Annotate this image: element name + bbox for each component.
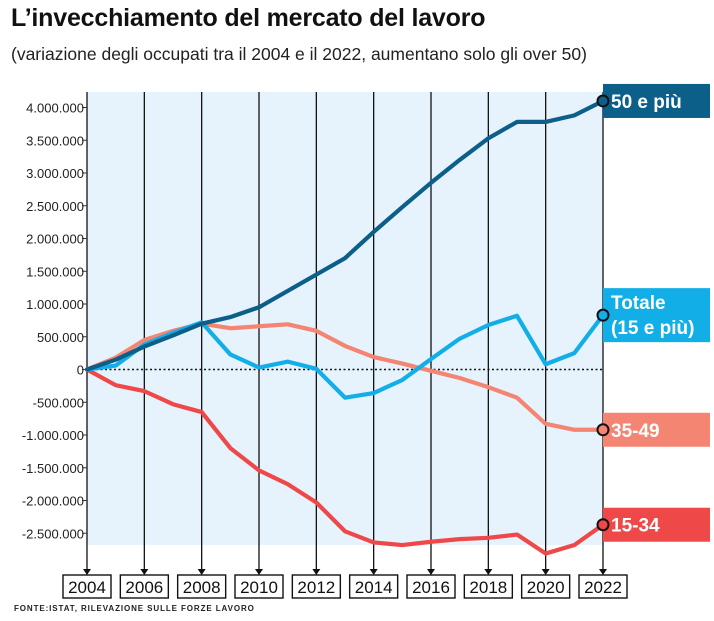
end-point-marker	[596, 94, 610, 108]
x-tick-box	[578, 574, 628, 599]
end-label-box	[603, 412, 710, 447]
y-tick-label: -1.500.000	[22, 461, 84, 476]
end-point-marker	[596, 423, 610, 437]
gridline-arrow-2018	[484, 569, 493, 575]
y-tick-label: -500.000	[33, 395, 84, 410]
chart-subtitle: (variazione degli occupati tra il 2004 e…	[11, 44, 587, 64]
y-tick-label: -1.000.000	[22, 428, 84, 443]
end-point-marker	[596, 518, 610, 532]
gridline-arrow-2014	[369, 569, 378, 575]
x-tick-box	[234, 574, 284, 599]
gridline-arrow-2022	[599, 569, 607, 575]
x-tick-2014: 2014	[348, 574, 399, 599]
end-label-15-34: 15-34	[596, 507, 710, 542]
y-tick-label: 500.000	[37, 330, 84, 345]
x-tick-box	[520, 574, 571, 599]
x-tick-box	[463, 574, 514, 599]
end-label-text: 15-34	[611, 516, 660, 537]
x-tick-2018: 2018	[463, 574, 514, 599]
x-tick-box	[291, 574, 342, 599]
gridline-arrow-2010	[255, 569, 263, 575]
gridline-arrow-2006	[140, 569, 149, 575]
x-tick-label: 2012	[297, 578, 335, 597]
x-tick-box	[62, 574, 112, 599]
end-label-50-e-pi-: 50 e più	[596, 83, 710, 118]
end-point-marker	[596, 308, 610, 322]
end-label-35-49: 35-49	[596, 412, 710, 447]
x-tick-box	[406, 574, 456, 599]
x-tick-2020: 2020	[520, 574, 571, 599]
x-tick-label: 2006	[125, 578, 163, 597]
y-tick-label: -2.500.000	[22, 526, 84, 541]
x-tick-label: 2014	[355, 578, 393, 597]
y-tick-label: 1.000.000	[26, 297, 84, 312]
y-tick-label: 4.000.000	[26, 101, 84, 116]
y-axis-ticks: 4.000.000 3.500.000 3.000.000 2.500.000 2.00…	[22, 101, 87, 541]
gridline-arrow-2012	[312, 569, 321, 575]
end-label-text: 35-49	[611, 421, 660, 442]
x-tick-box	[119, 574, 170, 599]
end-label-totale-15-e-pi-: Totale (15 e più)	[596, 288, 710, 343]
end-label-text: Totale	[611, 293, 666, 314]
plot-background	[87, 92, 603, 545]
series-line-totale-15-e-pi-	[84, 313, 606, 400]
chart-title: L’invecchiamento del mercato del lavoro	[11, 4, 486, 32]
series-line-50-e-pi-	[84, 98, 606, 372]
y-tick-label: 3.500.000	[26, 133, 84, 148]
x-tick-2022: 2022	[578, 574, 628, 599]
x-tick-label: 2008	[183, 578, 221, 597]
y-tick-label: 3.000.000	[26, 166, 84, 181]
x-tick-label: 2004	[68, 578, 106, 597]
gridline-arrow-2020	[541, 569, 550, 575]
series-line-15-34	[84, 367, 606, 556]
series-lines	[84, 98, 606, 556]
x-tick-label: 2022	[584, 578, 622, 597]
x-tick-label: 2010	[240, 578, 278, 597]
end-label-text: 50 e più	[611, 92, 682, 113]
gridline-arrow-2008	[197, 569, 206, 575]
x-tick-2004: 2004	[62, 574, 112, 599]
series-end-labels: 50 e più Totale (15 e più) 35-49 15-34	[596, 83, 710, 542]
x-tick-label: 2016	[412, 578, 450, 597]
x-tick-2006: 2006	[119, 574, 170, 599]
gridline-arrow-2016	[427, 569, 435, 575]
gridline-arrow-2004	[83, 569, 91, 575]
y-tick-label: 2.500.000	[26, 199, 84, 214]
x-tick-label: 2020	[527, 578, 565, 597]
x-tick-box	[176, 574, 227, 599]
x-axis-labels: 2004 2006 2008 2010 2012 2014 2016 2018 2020 2022	[62, 574, 628, 599]
end-label-box	[603, 288, 710, 343]
x-tick-2016: 2016	[406, 574, 456, 599]
y-tick-label: 1.500.000	[26, 264, 84, 279]
x-tick-label: 2018	[469, 578, 507, 597]
x-tick-2010: 2010	[234, 574, 284, 599]
end-label-box	[603, 507, 710, 542]
end-label-text: (15 e più)	[611, 318, 694, 339]
x-tick-2012: 2012	[291, 574, 342, 599]
end-label-box	[603, 83, 710, 118]
y-tick-label: 2.000.000	[26, 232, 84, 247]
x-tick-2008: 2008	[176, 574, 227, 599]
y-tick-label: -2.000.000	[22, 494, 84, 509]
x-tick-box	[348, 574, 399, 599]
y-tick-label: 0	[77, 363, 84, 378]
source-note: FONTE:ISTAT, RILEVAZIONE SULLE FORZE LAV…	[14, 604, 255, 613]
